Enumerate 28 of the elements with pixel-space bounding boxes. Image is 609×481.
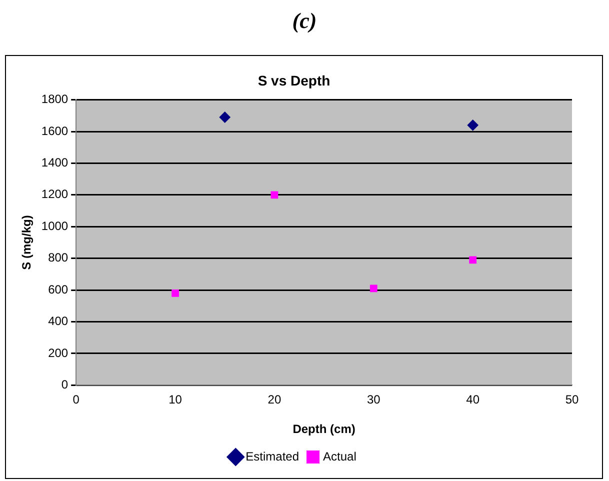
legend-label: Estimated [246,449,300,464]
x-tick-label: 10 [168,392,182,407]
y-tick-label: 600 [48,282,68,296]
y-tick-label: 200 [48,346,68,360]
x-tick-label: 30 [366,392,381,407]
y-tick-label: 0 [61,378,68,392]
y-tick-label: 800 [48,250,68,265]
chart-title: S vs Depth [258,72,330,88]
point [370,284,378,292]
point [172,290,179,297]
x-axis-title: Depth (cm) [292,422,356,436]
y-tick-label: 1200 [41,187,68,202]
legend-label: Actual [323,449,356,464]
x-tick-label: 20 [268,392,282,407]
point [270,191,278,199]
point [467,120,478,131]
y-tick-label: 1600 [41,124,68,138]
y-axis-title: S (mg/kg) [20,215,34,270]
y-tick-label: 400 [48,314,68,328]
y-tick-label: 1400 [41,156,68,170]
x-tick-label: 50 [565,392,579,407]
text: (c) [291,8,318,34]
point [469,256,476,264]
point [219,112,230,123]
x-tick-label: 40 [466,392,480,407]
x-tick-label: 0 [72,392,80,407]
y-tick-label: 1800 [41,92,68,106]
y-tick-label: 1000 [41,218,68,233]
